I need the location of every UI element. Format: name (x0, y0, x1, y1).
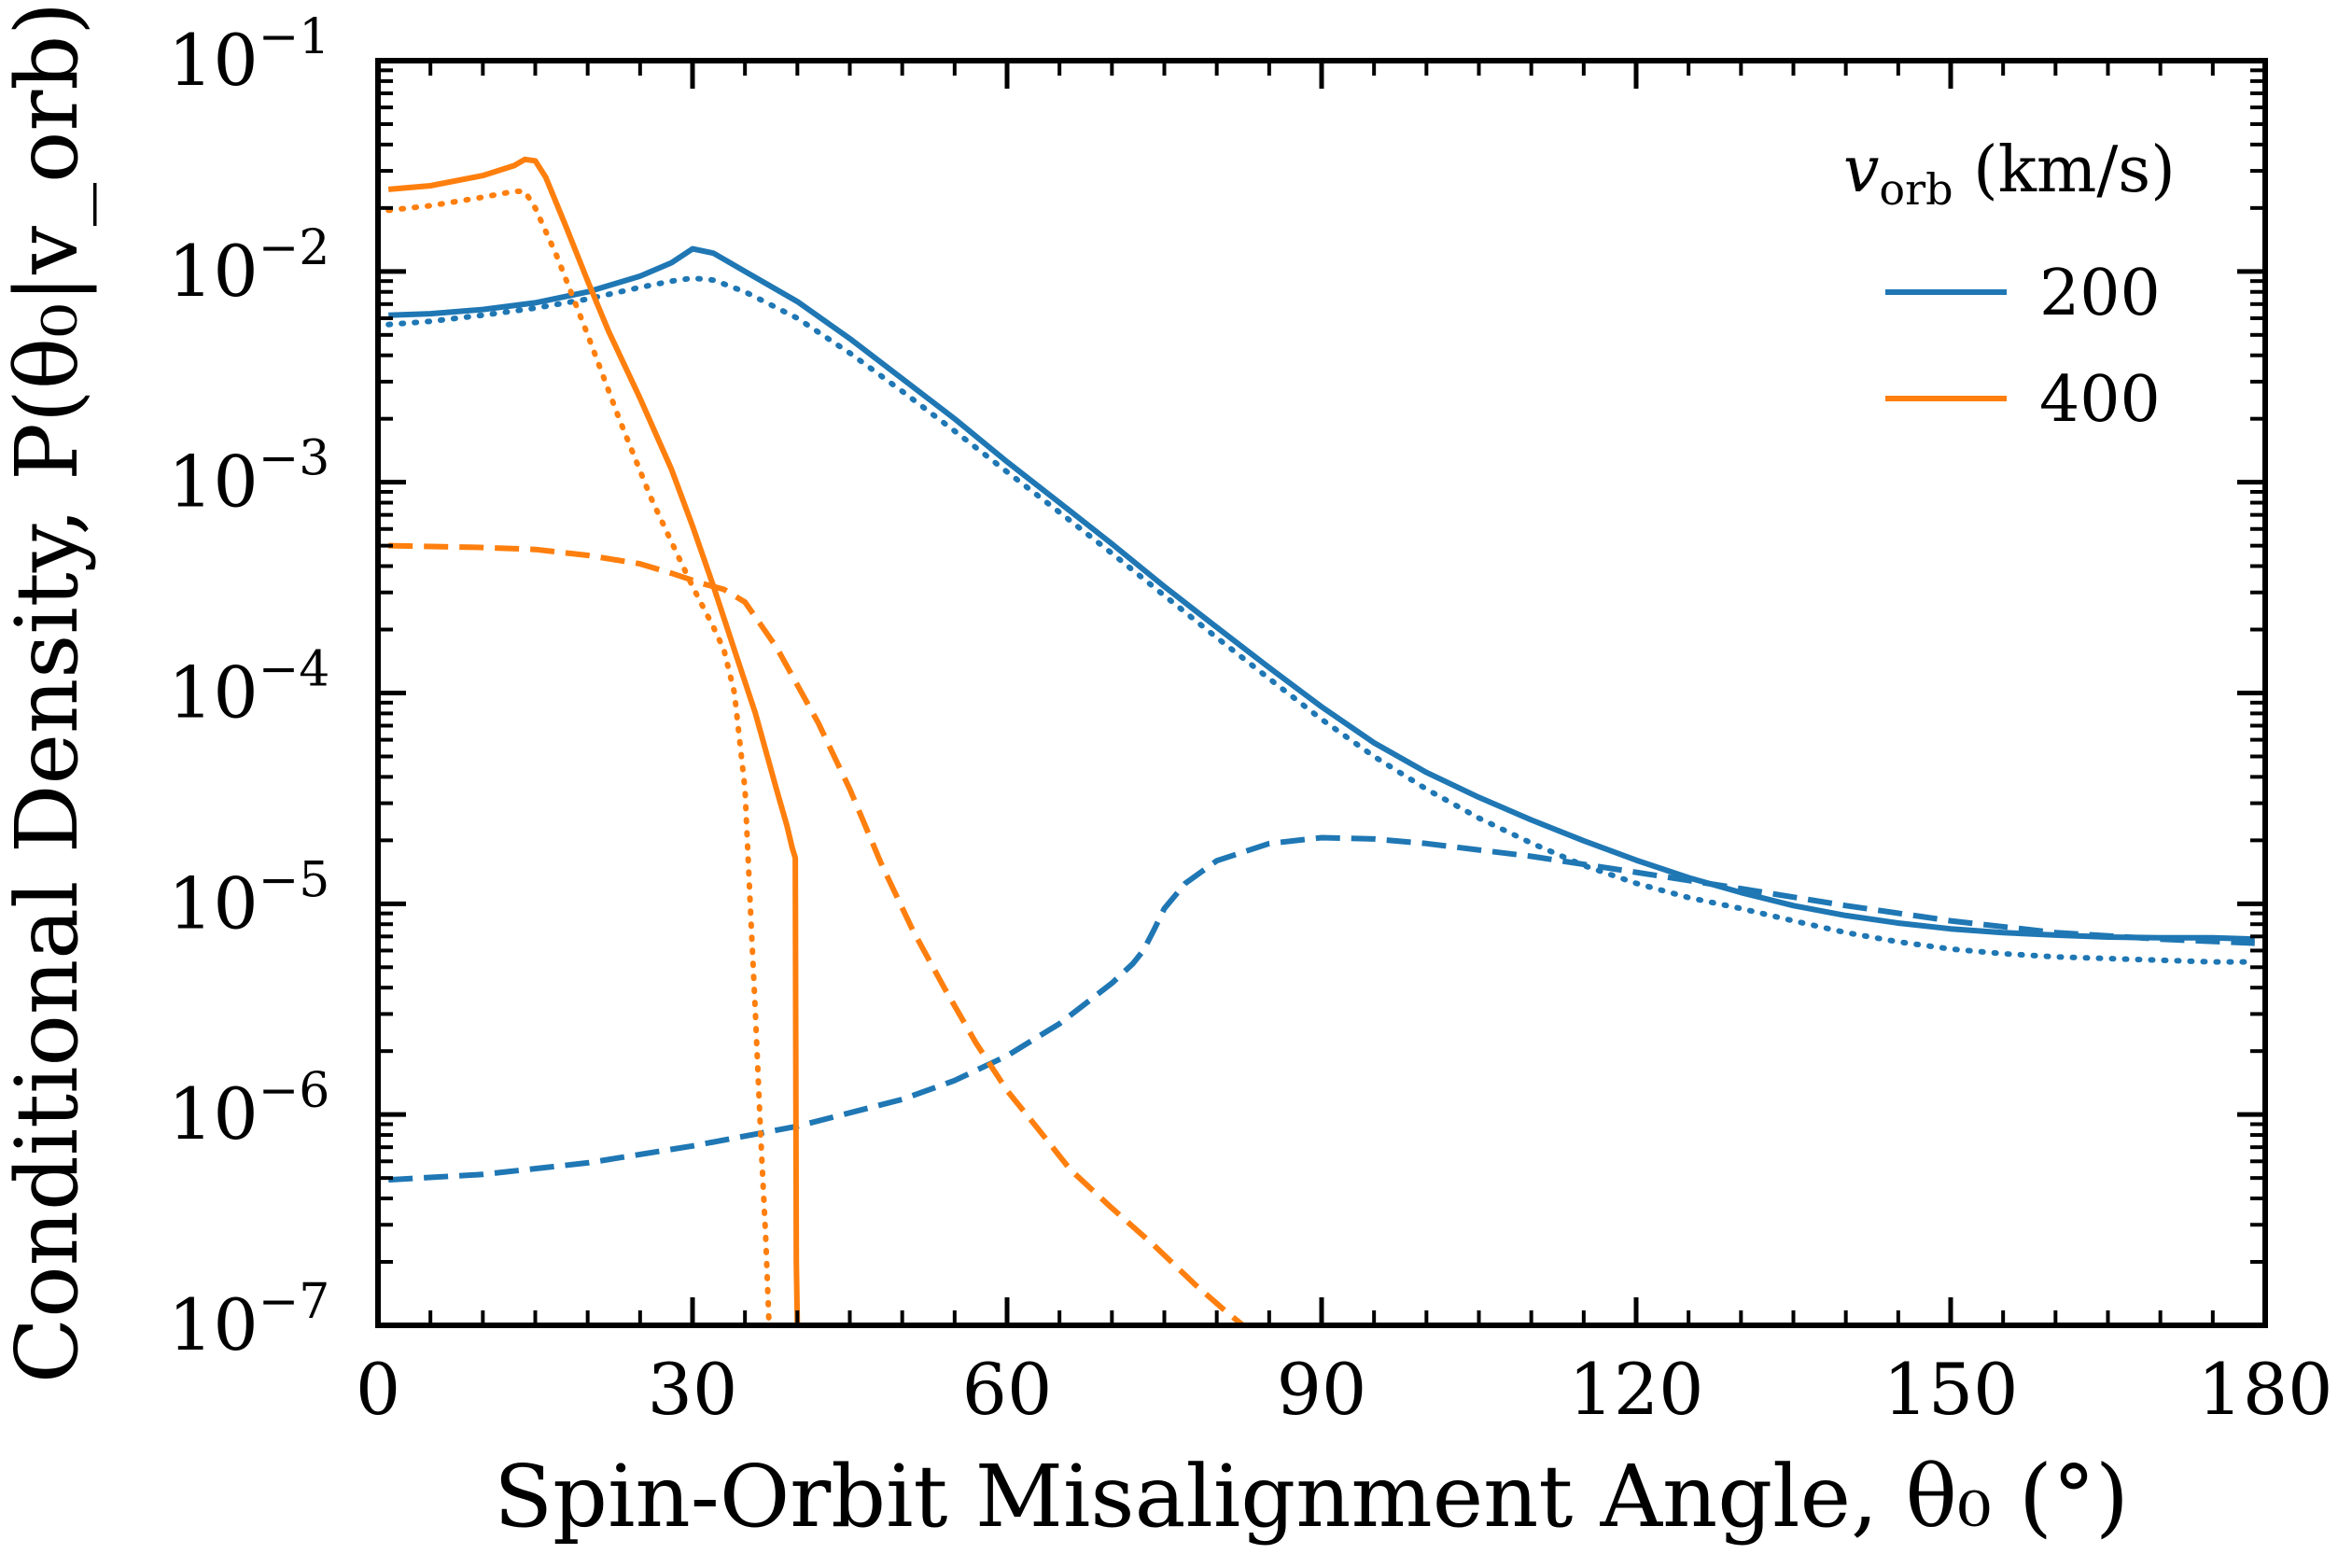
x-tick-label: 30 (648, 1348, 738, 1431)
x-tick-label: 0 (356, 1348, 400, 1431)
series-line-400-total (387, 156, 801, 1325)
x-tick-label: 90 (1277, 1348, 1367, 1431)
x-tick-label: 60 (962, 1348, 1053, 1431)
series-line-200-dashed (388, 834, 2255, 1183)
series-line-400-dashed (388, 542, 1245, 1325)
x-tick-label: 120 (1568, 1348, 1703, 1431)
y-tick-label: 10−5 (168, 852, 329, 945)
series-line-200-dotted (385, 275, 2258, 965)
series-line-400-dotted (385, 189, 772, 1325)
x-axis-title: Spin-Orbit Misalignment Angle, θ₀ (°) (494, 1447, 2129, 1547)
plot-frame (375, 58, 2268, 1328)
legend-label-200: 200 (2039, 257, 2161, 330)
legend-label-400: 400 (2039, 363, 2161, 437)
y-axis-title: Conditional Density, P(θ₀|v_orb) (0, 2, 97, 1383)
series-line-200-total (388, 245, 2255, 943)
y-tick-label: 10−4 (168, 642, 329, 735)
x-tick-label: 150 (1883, 1348, 2018, 1431)
legend-title: vorb (km/s) (1843, 133, 2176, 215)
legend: vorb (km/s) 200 400 (1843, 133, 2176, 437)
ticks-layer: 0 30 60 90 120 150 180 10−7 10−6 10−5 10−4 10−3 10−2… (168, 9, 2333, 1431)
y-tick-label: 10−1 (168, 9, 329, 102)
series-layer (385, 156, 2258, 1325)
y-tick-label: 10−3 (168, 431, 329, 524)
y-tick-label: 10−7 (168, 1274, 329, 1366)
y-tick-label: 10−6 (168, 1063, 329, 1155)
x-tick-label: 180 (2197, 1348, 2332, 1431)
y-tick-label: 10−2 (168, 220, 329, 313)
